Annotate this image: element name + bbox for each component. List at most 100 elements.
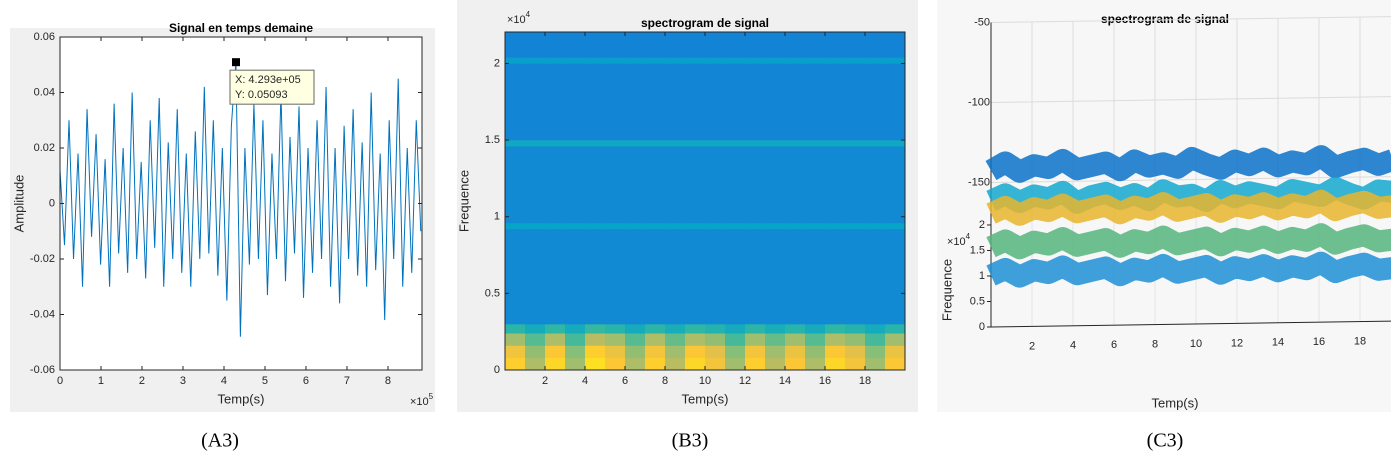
heatmap-cell: [525, 222, 546, 230]
heatmap-cell: [585, 357, 606, 371]
heatmap-cell: [705, 324, 726, 334]
heatmap-cell: [645, 32, 666, 58]
heatmap-cell: [825, 222, 846, 230]
heatmap-cell: [725, 357, 746, 371]
heatmap-cell: [725, 140, 746, 147]
x-tick-label: 1: [98, 375, 104, 387]
heatmap-cell: [725, 146, 746, 224]
heatmap-cell: [765, 32, 786, 58]
heatmap-cell: [805, 146, 826, 224]
heatmap-cell: [825, 57, 846, 64]
heatmap-cell: [745, 57, 766, 64]
heatmap-cell: [545, 222, 566, 230]
heatmap-cell: [865, 228, 886, 325]
heatmap-cell: [685, 333, 706, 346]
y-tick-label: 0: [494, 364, 500, 376]
heatmap-cell: [825, 333, 846, 346]
heatmap-cell: [585, 63, 606, 141]
heatmap-cell: [885, 140, 906, 147]
y-tick-label: 0: [979, 321, 985, 333]
y-tick-label: 1: [494, 211, 500, 223]
heatmap-cell: [745, 357, 766, 371]
heatmap-cell: [825, 63, 846, 141]
heatmap-cell: [525, 57, 546, 64]
heatmap-cell: [885, 345, 906, 359]
heatmap-cell: [645, 345, 666, 359]
heatmap-cell: [805, 32, 826, 58]
multiplier-exponent: 4: [966, 232, 971, 241]
heatmap-cell: [845, 32, 866, 58]
heatmap-cell: [565, 63, 586, 141]
heatmap-cell: [665, 32, 686, 58]
heatmap-cell: [565, 57, 586, 64]
heatmap-cell: [865, 357, 886, 371]
heatmap-cell: [885, 324, 906, 334]
heatmap-cell: [725, 32, 746, 58]
y-tick-label: 0.06: [34, 31, 55, 43]
x-tick-label: 8: [1152, 339, 1158, 351]
heatmap-cell: [565, 228, 586, 325]
heatmap-cell: [705, 140, 726, 147]
heatmap-cell: [705, 357, 726, 371]
heatmap-cell: [825, 228, 846, 325]
heatmap-cell: [705, 333, 726, 346]
x-tick-label: 4: [221, 375, 227, 387]
heatmap-cell: [565, 333, 586, 346]
heatmap-cell: [765, 324, 786, 334]
heatmap-cell: [865, 140, 886, 147]
x-tick-label: 2: [139, 375, 145, 387]
heatmap-cell: [665, 357, 686, 371]
heatmap-cell: [745, 222, 766, 230]
heatmap-cell: [505, 345, 526, 359]
heatmap-cell: [565, 357, 586, 371]
heatmap-cell: [545, 140, 566, 147]
y-tick-label: -0.04: [30, 308, 55, 320]
heatmap-cell: [865, 146, 886, 224]
heatmap-cell: [885, 228, 906, 325]
axis-multiplier: ×104: [507, 10, 531, 26]
heatmap-cell: [805, 222, 826, 230]
heatmap-cell: [525, 357, 546, 371]
heatmap-cell: [545, 228, 566, 325]
heatmap-cell: [545, 345, 566, 359]
heatmap-cell: [785, 357, 806, 371]
heatmap-cell: [585, 146, 606, 224]
heatmap-cell: [565, 32, 586, 58]
heatmap-cell: [745, 345, 766, 359]
heatmap-cell: [505, 63, 526, 141]
heatmap-cell: [805, 57, 826, 64]
heatmap-cell: [685, 357, 706, 371]
heatmap-cell: [805, 228, 826, 325]
heatmap-cell: [625, 140, 646, 147]
x-tick-label: 4: [1070, 340, 1076, 352]
heatmap-cell: [625, 63, 646, 141]
heatmap-cell: [785, 333, 806, 346]
heatmap-cell: [625, 324, 646, 334]
x-tick-label: 14: [1272, 337, 1284, 349]
heatmap-cell: [565, 140, 586, 147]
heatmap-cell: [865, 63, 886, 141]
heatmap-cell: [665, 140, 686, 147]
heatmap-cell: [625, 146, 646, 224]
x-tick-label: 10: [1190, 338, 1202, 350]
x-tick-label: 6: [303, 375, 309, 387]
heatmap-cell: [505, 324, 526, 334]
heatmap-cell: [705, 63, 726, 141]
heatmap-cell: [745, 140, 766, 147]
heatmap-cell: [765, 63, 786, 141]
heatmap-cell: [865, 324, 886, 334]
heatmap-cell: [605, 63, 626, 141]
heatmap-cell: [605, 345, 626, 359]
x-tick-label: 2: [1029, 340, 1035, 352]
heatmap-cell: [545, 324, 566, 334]
heatmap-cell: [585, 345, 606, 359]
y-tick-label: 2: [494, 57, 500, 69]
heatmap-cell: [605, 140, 626, 147]
y-tick-label: 0.5: [970, 295, 985, 307]
heatmap-cell: [785, 57, 806, 64]
x-tick-label: 5: [262, 375, 268, 387]
heatmap-cell: [645, 357, 666, 371]
heatmap-cell: [505, 140, 526, 147]
heatmap-cell: [605, 222, 626, 230]
